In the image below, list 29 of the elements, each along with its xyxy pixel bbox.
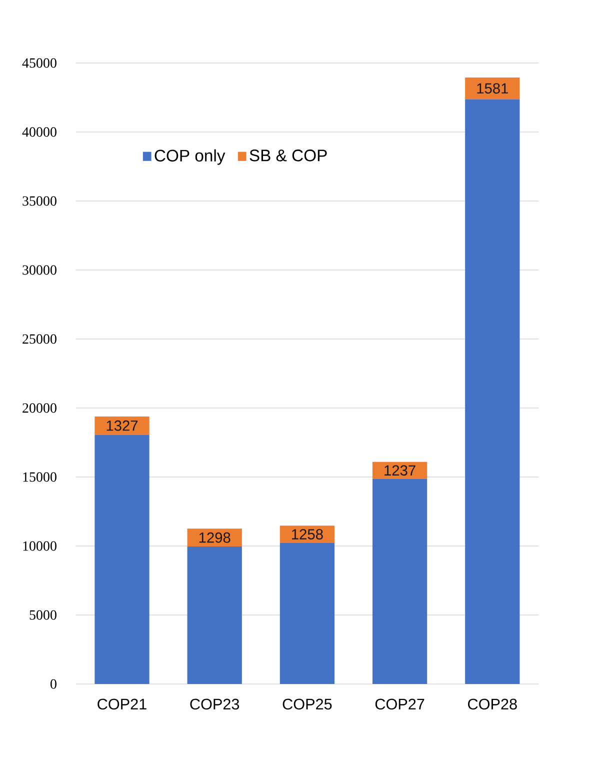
x-tick-label: COP28 <box>468 698 517 710</box>
bar <box>94 434 150 684</box>
y-tick-label: 10000 <box>23 541 56 551</box>
y-tick-label: 45000 <box>22 58 56 68</box>
data-label: 1237 <box>384 465 416 476</box>
data-label: 1581 <box>477 83 508 94</box>
data-label: 1298 <box>199 532 230 543</box>
data-label: 1327 <box>106 420 138 431</box>
x-tick-label: COP25 <box>282 698 332 710</box>
y-tick-label: 5000 <box>30 610 56 620</box>
y-tick-label: 15000 <box>23 472 56 482</box>
data-label: 1258 <box>292 529 323 540</box>
bar <box>187 546 242 684</box>
bar <box>372 478 428 684</box>
y-tick-label: 20000 <box>22 403 56 413</box>
bar <box>465 77 520 100</box>
bar <box>94 416 150 435</box>
x-tick-label: COP27 <box>375 698 424 710</box>
y-tick-label: 35000 <box>22 196 56 206</box>
legend-label: COP only <box>154 149 226 165</box>
x-tick-label: COP21 <box>98 698 146 710</box>
y-tick-label: 25000 <box>22 334 56 344</box>
bar <box>465 99 520 684</box>
y-tick-label: 40000 <box>22 127 56 137</box>
bar <box>280 542 335 684</box>
y-tick-label: 0 <box>50 679 56 689</box>
x-tick-label: COP23 <box>190 698 240 710</box>
y-tick-label: 30000 <box>22 265 56 275</box>
legend-label: SB & COP <box>250 150 327 162</box>
